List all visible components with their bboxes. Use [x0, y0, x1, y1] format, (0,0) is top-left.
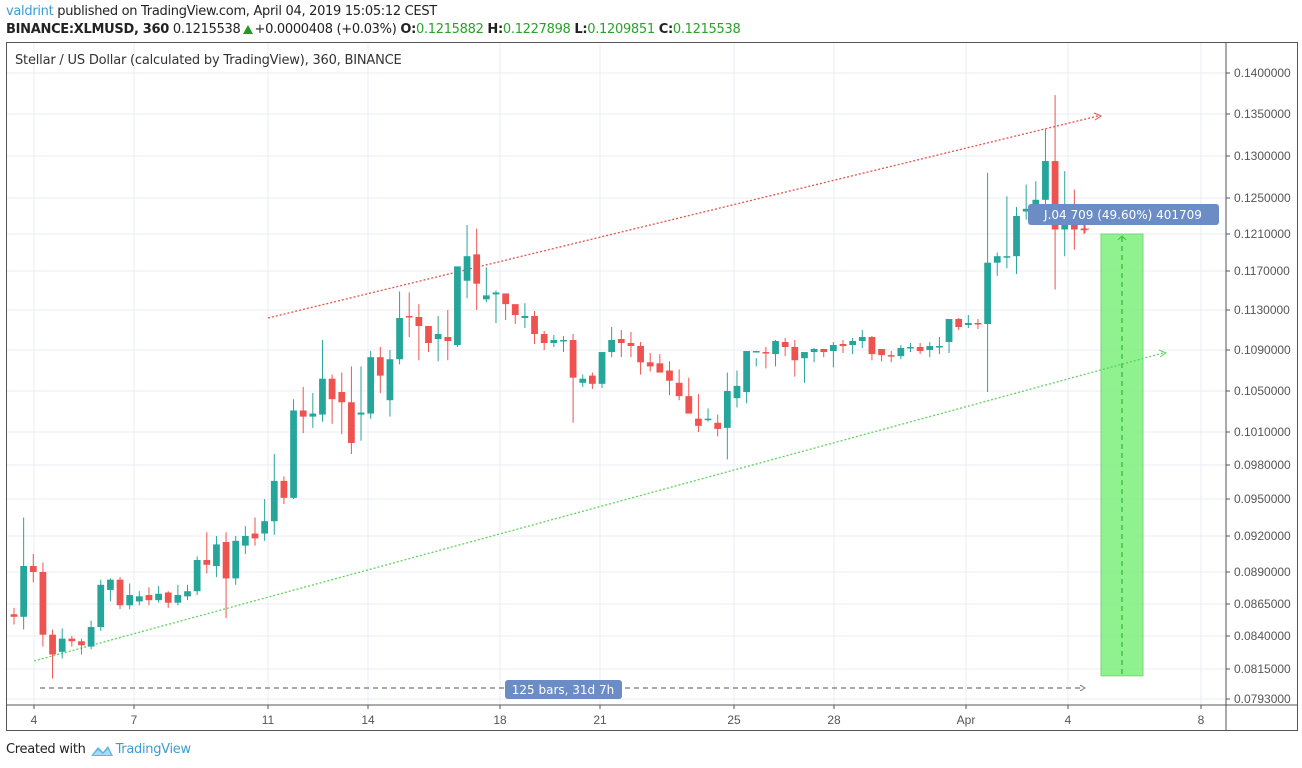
publish-info: valdrint published on TradingView.com, A…: [6, 4, 437, 19]
low-label: L:: [574, 22, 588, 37]
price-range-projection[interactable]: [1100, 233, 1144, 677]
created-with-text: Created with: [6, 742, 86, 757]
published-text: published on TradingView.com, April 04, …: [57, 4, 437, 19]
time-tick-label: 4: [1065, 713, 1072, 727]
range-labels: J.04 709 (49.60%) 401709 125 bars, 31d 7h: [505, 204, 1219, 699]
time-tick-label: 11: [262, 713, 275, 727]
price-range-label: [1028, 204, 1219, 225]
svg-text:125 bars, 31d 7h: 125 bars, 31d 7h: [512, 683, 614, 697]
price-tick-label: 0.0840000: [1234, 629, 1291, 643]
time-tick-label: Apr: [957, 713, 976, 727]
time-tick-label: 25: [727, 713, 741, 727]
price-tick-label: 0.1400000: [1234, 66, 1291, 80]
price-change: +0.0000408 (+0.03%): [254, 22, 397, 37]
grid-lines: [7, 43, 1226, 705]
pane-title: Stellar / US Dollar (calculated by Tradi…: [15, 53, 402, 68]
price-tick-label: 0.0920000: [1234, 529, 1291, 543]
high-label: H:: [487, 22, 503, 37]
time-tick-label: 21: [593, 713, 607, 727]
open-value: 0.1215882: [415, 22, 484, 37]
price-tick-label: 0.1350000: [1234, 107, 1291, 121]
time-tick-label: 8: [1198, 713, 1205, 727]
ohlc-legend: BINANCE:XLMUSD, 360 0.1215538 +0.0000408 …: [6, 22, 741, 37]
tradingview-logo-icon: [90, 745, 113, 756]
price-axis[interactable]: 0.1400000 0.1350000 0.1300000 0.1250000 0.12…: [1226, 66, 1291, 706]
up-triangle-icon: [242, 25, 253, 34]
time-tick-label: 28: [827, 713, 841, 727]
price-tick-label: 0.1210000: [1234, 227, 1291, 241]
low-value: 0.1209851: [587, 22, 655, 37]
price-tick-label: 0.1090000: [1234, 343, 1291, 357]
tradingview-brand-link[interactable]: TradingView: [115, 742, 192, 757]
author-link[interactable]: valdrint: [6, 4, 54, 19]
symbol-label: BINANCE:XLMUSD, 360: [6, 22, 170, 37]
price-tick-label: 0.0980000: [1234, 458, 1291, 472]
last-price: 0.1215538: [172, 22, 241, 37]
price-tick-label: 0.0890000: [1234, 565, 1291, 579]
close-label: C:: [658, 22, 673, 37]
high-value: 0.1227898: [502, 22, 571, 37]
bars-range-label: [505, 680, 622, 699]
price-tick-label: 0.0815000: [1234, 662, 1291, 676]
time-tick-label: 7: [131, 713, 138, 727]
price-tick-label: 0.1010000: [1234, 425, 1291, 439]
price-tick-label: 0.0793000: [1234, 692, 1291, 706]
price-tick-label: 0.1050000: [1234, 384, 1291, 398]
chart-frame: [6, 42, 1298, 731]
price-tick-label: 0.0950000: [1234, 492, 1291, 506]
price-tick-label: 0.1170000: [1234, 264, 1290, 278]
footer: Created with TradingView: [6, 742, 191, 757]
open-label: O:: [400, 22, 416, 37]
price-tick-label: 0.1300000: [1234, 149, 1291, 163]
price-tick-label: 0.1130000: [1234, 303, 1290, 317]
time-axis[interactable]: 4 7 11 14 18 21 25 28 Apr 4 8: [31, 705, 1205, 727]
time-tick-label: 14: [361, 713, 375, 727]
time-tick-label: 18: [493, 713, 507, 727]
time-tick-label: 4: [31, 713, 38, 727]
svg-text:J.04 709 (49.60%) 401709: J.04 709 (49.60%) 401709: [1043, 208, 1202, 222]
close-value: 0.1215538: [672, 22, 741, 37]
price-tick-label: 0.1250000: [1234, 191, 1291, 205]
price-tick-label: 0.0865000: [1234, 597, 1291, 611]
